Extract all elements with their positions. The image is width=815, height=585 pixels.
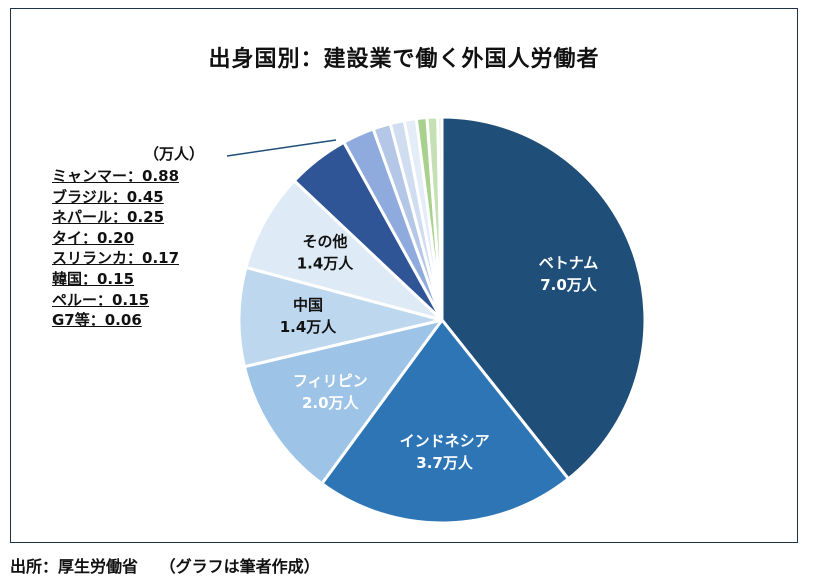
slice-name-label: フィリピン — [293, 372, 368, 390]
pie-slice-3 — [237, 265, 444, 369]
legend-row: ミャンマー：0.88 — [52, 167, 180, 185]
legend-row: スリランカ：0.17 — [52, 249, 180, 268]
slice-value-label: 1.4万人 — [280, 318, 338, 336]
slice-name-label: 中国 — [293, 296, 323, 314]
legend-unit: （万人） — [144, 145, 205, 163]
legend-row: 韓国：0.15 — [52, 269, 135, 288]
legend-row: G7等：0.06 — [52, 311, 142, 330]
slice-value-label: 1.4万人 — [297, 255, 355, 273]
legend-row: ペルー：0.15 — [52, 290, 150, 309]
slice-name-label: ベトナム — [539, 254, 599, 272]
chart-title: 出身国別：建設業で働く外国人労働者 — [208, 47, 600, 72]
pie-slice-2 — [242, 318, 444, 486]
slice-name-label: その他 — [302, 233, 347, 251]
pie-slice-4 — [244, 179, 444, 322]
slice-value-label: 3.7万人 — [416, 454, 474, 472]
legend-leader-line — [226, 139, 337, 157]
pie-slice-12 — [436, 115, 444, 322]
legend-row: ネパール：0.25 — [52, 208, 165, 227]
legend: （万人） ミャンマー：0.88 ブラジル：0.45 ネパール：0.25 タイ：0… — [52, 143, 204, 331]
legend-row: タイ：0.20 — [52, 228, 135, 247]
slice-name-label: インドネシア — [400, 432, 490, 450]
legend-row: ブラジル：0.45 — [52, 187, 164, 206]
source-note: 出所：厚生労働省 （グラフは筆者作成） — [10, 557, 320, 576]
slice-value-label: 2.0万人 — [302, 394, 360, 412]
slice-value-label: 7.0万人 — [540, 276, 598, 294]
pie-slice-0 — [440, 115, 647, 481]
pie-slice-1 — [320, 318, 570, 525]
